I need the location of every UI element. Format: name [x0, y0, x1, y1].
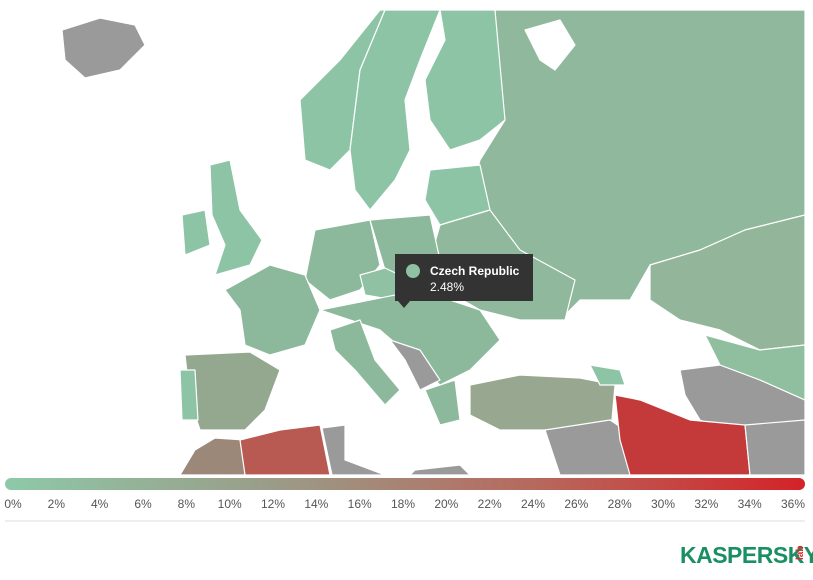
greece[interactable]	[424, 379, 461, 426]
legend-tick-label: 24%	[521, 497, 545, 511]
georgia[interactable]	[589, 364, 626, 386]
legend-tick-label: 20%	[434, 497, 458, 511]
sweden[interactable]	[349, 10, 441, 211]
france[interactable]	[224, 264, 321, 356]
iceland	[61, 17, 146, 79]
tooltip-value: 2.48%	[430, 280, 464, 294]
balkans-grey[interactable]	[389, 339, 441, 391]
tooltip-marker	[406, 264, 420, 278]
legend-tick-label: 18%	[391, 497, 415, 511]
legend-tick-label: 0%	[4, 497, 22, 511]
legend-tick-label: 30%	[651, 497, 675, 511]
algeria[interactable]	[239, 424, 331, 475]
legend-tick-label: 12%	[261, 497, 285, 511]
tooltip: Czech Republic 2.48%	[395, 254, 533, 308]
portugal[interactable]	[179, 369, 199, 421]
legend-tick-label: 26%	[564, 497, 588, 511]
legend-tick-label: 8%	[178, 497, 196, 511]
color-scale	[5, 478, 805, 490]
tooltip-box	[395, 254, 533, 308]
tunisia-libya[interactable]	[321, 424, 386, 475]
map	[61, 10, 805, 475]
legend-tick-label: 6%	[134, 497, 152, 511]
spain[interactable]	[184, 351, 281, 431]
finland[interactable]	[424, 10, 506, 151]
legend-tick-label: 22%	[478, 497, 502, 511]
legend-tick-label: 36%	[781, 497, 805, 511]
ireland[interactable]	[181, 209, 211, 256]
legend-tick-label: 28%	[608, 497, 632, 511]
legend-tick-label: 2%	[48, 497, 66, 511]
legend-ticks: 0% 2% 4% 6% 8% 10% 12% 14% 16% 18% 20% 22% 24% 26% 28%…	[4, 497, 805, 511]
legend-tick-label: 16%	[348, 497, 372, 511]
legend-tick-label: 32%	[694, 497, 718, 511]
afghanistan[interactable]	[744, 419, 805, 475]
turkey[interactable]	[469, 374, 616, 431]
legend-tick-label: 14%	[304, 497, 328, 511]
uzbekistan[interactable]	[704, 334, 805, 401]
legend-tick-label: 34%	[738, 497, 762, 511]
egypt[interactable]	[409, 464, 471, 475]
brand-sub: lab	[795, 546, 806, 560]
legend-tick-label: 10%	[218, 497, 242, 511]
italy[interactable]	[329, 319, 401, 406]
uk[interactable]	[209, 159, 263, 276]
legend-tick-label: 4%	[91, 497, 109, 511]
morocco[interactable]	[179, 437, 246, 475]
tooltip-country: Czech Republic	[430, 264, 520, 278]
brand-name: KASPERSKY	[680, 542, 813, 568]
